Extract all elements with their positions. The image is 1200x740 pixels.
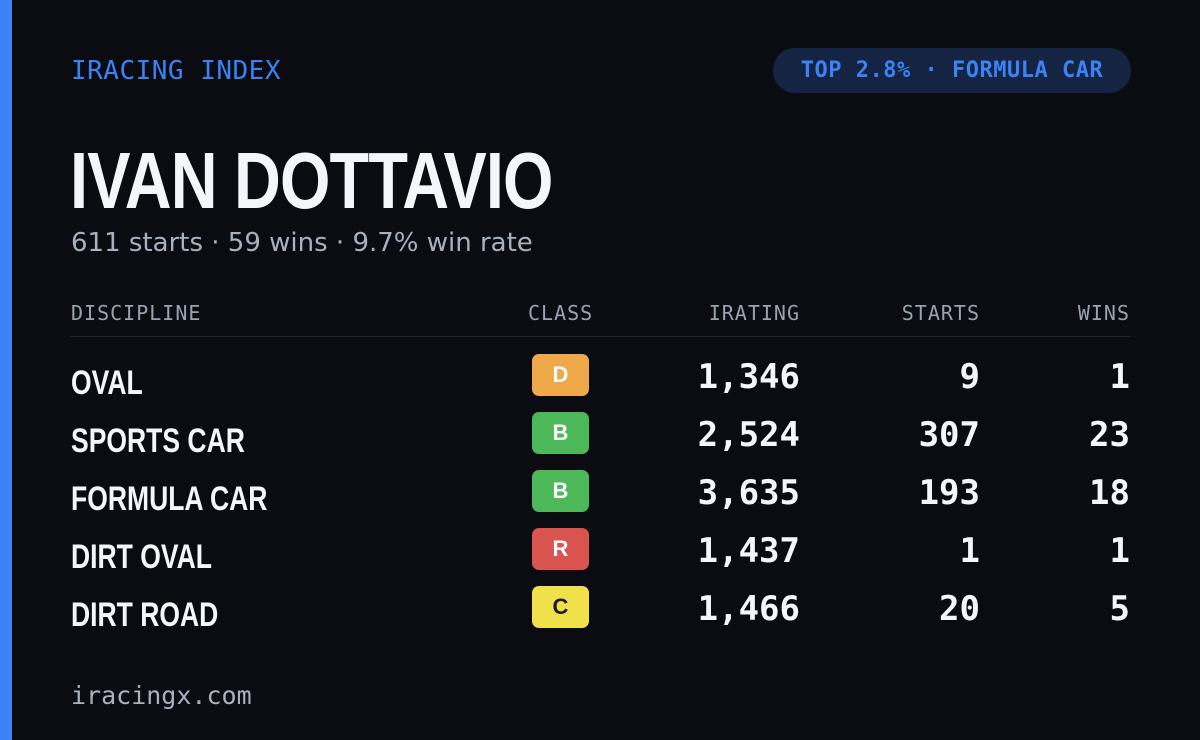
- wins-value: 23: [1089, 415, 1130, 455]
- discipline-name: OVAL: [71, 364, 143, 402]
- discipline-name: FORMULA CAR: [71, 480, 268, 518]
- irating-value: 1,346: [697, 357, 800, 397]
- table-row: DIRT ROAD C 1,466 20 5: [0, 586, 1200, 644]
- header-discipline: DISCIPLINE: [71, 301, 202, 325]
- table-row: OVAL D 1,346 9 1: [0, 354, 1200, 412]
- wins-value: 18: [1089, 473, 1130, 513]
- header-class: CLASS: [528, 301, 594, 325]
- brand-label: IRACING INDEX: [71, 56, 281, 86]
- class-badge: D: [532, 354, 589, 396]
- class-badge: C: [532, 586, 589, 628]
- table-row: DIRT OVAL R 1,437 1 1: [0, 528, 1200, 586]
- starts-value: 193: [918, 473, 980, 513]
- driver-name: IVAN DOTTAVIO: [70, 136, 553, 225]
- starts-value: 9: [959, 357, 980, 397]
- rank-badge: TOP 2.8% · FORMULA CAR: [773, 48, 1131, 93]
- footer-site-url: iracingx.com: [71, 681, 252, 710]
- driver-summary: 611 starts · 59 wins · 9.7% win rate: [71, 228, 533, 258]
- irating-value: 1,437: [697, 531, 800, 571]
- accent-bar: [0, 0, 12, 740]
- class-badge: B: [532, 412, 589, 454]
- irating-value: 2,524: [697, 415, 800, 455]
- discipline-name: DIRT OVAL: [71, 538, 212, 576]
- header-divider: [70, 336, 1131, 337]
- wins-value: 1: [1109, 531, 1130, 571]
- header-irating: IRATING: [708, 301, 800, 325]
- header-wins: WINS: [1077, 301, 1130, 325]
- class-badge: R: [532, 528, 589, 570]
- wins-value: 1: [1109, 357, 1130, 397]
- discipline-name: DIRT ROAD: [71, 596, 219, 634]
- wins-value: 5: [1109, 589, 1130, 629]
- starts-value: 1: [959, 531, 980, 571]
- discipline-name: SPORTS CAR: [71, 422, 245, 460]
- starts-value: 20: [939, 589, 980, 629]
- irating-value: 3,635: [697, 473, 800, 513]
- irating-value: 1,466: [697, 589, 800, 629]
- table-row: FORMULA CAR B 3,635 193 18: [0, 470, 1200, 528]
- class-badge: B: [532, 470, 589, 512]
- table-row: SPORTS CAR B 2,524 307 23: [0, 412, 1200, 470]
- header-starts: STARTS: [901, 301, 980, 325]
- starts-value: 307: [918, 415, 980, 455]
